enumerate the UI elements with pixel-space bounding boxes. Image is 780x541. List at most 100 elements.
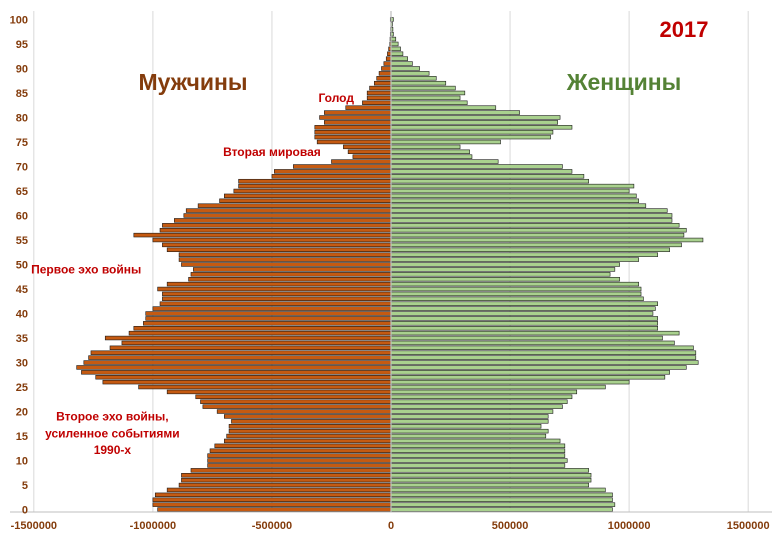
female-bar-age-74: [390, 144, 461, 150]
female-bar-age-51: [390, 257, 639, 262]
female-bar-age-37: [390, 326, 659, 331]
y-tick-label: 30: [16, 358, 28, 370]
male-bar-age-71: [331, 159, 392, 164]
male-bar-age-33: [109, 345, 392, 351]
female-bar-age-22: [390, 399, 568, 404]
male-bar-age-55: [152, 237, 392, 243]
chart-title: 2017: [660, 17, 709, 42]
y-tick-label: 25: [16, 382, 28, 394]
male-bar-age-81: [324, 110, 392, 115]
female-bar-age-3: [390, 492, 613, 498]
male-bar-age-41: [152, 306, 392, 311]
female-bar-age-59: [390, 218, 673, 223]
male-bar-age-63: [219, 198, 392, 203]
male-bar-age-18: [231, 419, 392, 424]
male-bar-age-50: [181, 262, 392, 267]
male-bar-age-85: [366, 90, 392, 96]
male-bar-age-32: [90, 350, 392, 355]
male-bar-age-49: [193, 267, 392, 272]
male-bar-age-72: [352, 154, 392, 159]
female-bar-age-67: [390, 178, 589, 184]
male-bar-age-88: [376, 76, 392, 81]
male-bar-age-56: [133, 232, 392, 238]
male-bar-age-80: [319, 115, 392, 120]
female-bar-age-48: [390, 272, 611, 277]
female-bar-age-17: [390, 424, 542, 429]
male-bar-age-83: [362, 100, 392, 105]
female-bar-age-6: [390, 477, 592, 483]
female-bar-age-41: [390, 306, 656, 311]
x-tick-label: 500000: [492, 520, 529, 532]
female-bar-age-75: [390, 139, 501, 145]
female-bar-age-77: [390, 129, 554, 135]
male-bar-age-40: [145, 311, 392, 316]
male-bar-age-27: [95, 375, 392, 380]
female-bar-age-92: [390, 56, 408, 61]
female-bar-age-28: [390, 370, 670, 375]
female-bar-age-36: [390, 330, 680, 336]
female-bar-age-49: [390, 267, 616, 272]
female-bar-age-60: [390, 213, 673, 218]
male-bar-age-16: [228, 428, 392, 434]
female-bar-age-7: [390, 473, 592, 478]
male-bar-age-43: [162, 296, 392, 302]
male-bar-age-64: [224, 193, 392, 199]
female-bar-age-0: [390, 507, 613, 512]
male-bar-age-92: [385, 56, 392, 61]
female-bar-age-50: [390, 262, 620, 267]
annotation-label: усиленное событиями: [45, 427, 180, 441]
male-bar-age-78: [314, 125, 392, 130]
male-bar-age-54: [162, 242, 392, 248]
female-bar-age-70: [390, 164, 563, 169]
male-bar-age-2: [152, 497, 392, 502]
male-bar-age-29: [76, 365, 392, 370]
male-bar-age-26: [102, 379, 392, 385]
male-bar-age-69: [274, 169, 392, 174]
x-tick-label: 0: [388, 520, 394, 532]
male-bar-age-89: [378, 71, 392, 76]
y-tick-label: 80: [16, 112, 28, 124]
male-bar-age-91: [383, 61, 392, 66]
y-tick-label: 15: [16, 431, 28, 443]
female-bar-age-79: [390, 120, 558, 125]
x-tick-label: 1000000: [608, 520, 651, 532]
male-bar-age-45: [157, 286, 392, 292]
female-bar-age-58: [390, 223, 680, 228]
x-tick-label: -1500000: [11, 520, 58, 532]
female-bar-age-19: [390, 414, 549, 419]
female-bar-age-85: [390, 90, 466, 96]
female-bar-age-82: [390, 105, 497, 110]
female-bar-age-45: [390, 286, 642, 292]
annotations: Голод Вторая мировая Первое эхо войны Второ…: [31, 91, 354, 457]
female-bar-age-26: [390, 379, 630, 385]
male-bar-age-22: [200, 399, 392, 404]
male-bar-age-9: [207, 463, 392, 468]
female-bar-age-57: [390, 227, 687, 233]
series-label-female: Женщины: [566, 69, 682, 95]
male-bar-age-70: [293, 164, 392, 169]
male-bar-age-31: [88, 355, 392, 360]
male-bar-age-19: [224, 414, 392, 419]
x-axis-ticks: -1500000 -1000000 -500000 0 500000 1000000 150…: [11, 520, 770, 532]
male-bar-age-84: [366, 95, 392, 101]
male-bar-age-48: [190, 272, 392, 277]
male-bar-age-12: [209, 448, 392, 453]
male-bar-age-58: [162, 223, 392, 228]
female-bar-age-35: [390, 335, 663, 341]
annotation-label: Второе эхо войны,: [56, 409, 169, 423]
male-bar-age-11: [207, 453, 392, 458]
male-bar-age-4: [166, 487, 392, 493]
female-bar-age-10: [390, 458, 568, 463]
female-bar-age-81: [390, 110, 520, 115]
female-bar-age-68: [390, 174, 585, 179]
male-bar-age-73: [347, 149, 392, 154]
male-bar-age-47: [188, 276, 392, 282]
male-bar-age-17: [228, 424, 392, 429]
female-bar-age-66: [390, 183, 635, 189]
female-bar-age-33: [390, 345, 694, 351]
female-bar-age-55: [390, 237, 704, 243]
female-bar-age-69: [390, 169, 573, 174]
female-bar-age-42: [390, 301, 659, 306]
female-bar-age-15: [390, 433, 547, 439]
female-bar-age-9: [390, 463, 566, 468]
